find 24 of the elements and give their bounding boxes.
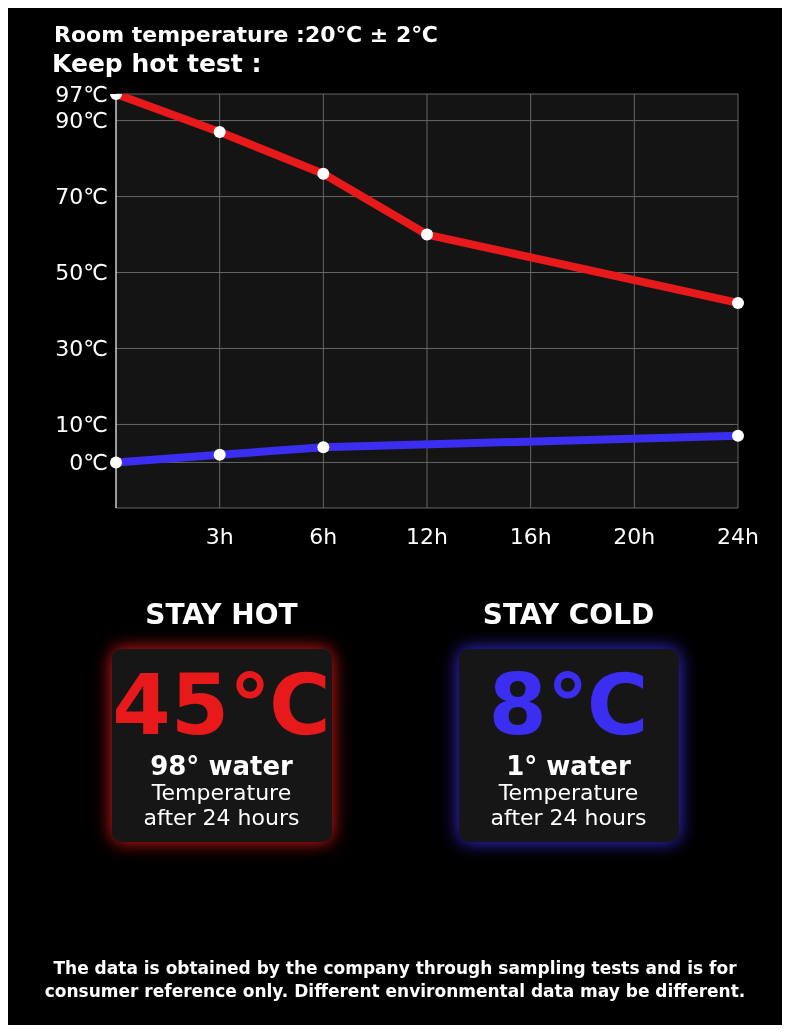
- chart-subtitle: Keep hot test :: [51, 49, 263, 78]
- x-tick-label: 3h: [205, 523, 234, 549]
- y-tick-label: 10℃: [55, 412, 108, 438]
- y-tick-label: 90℃: [55, 108, 108, 134]
- y-tick-label: 50℃: [55, 260, 108, 286]
- text: The data is obtained by the company through sampling tests and is for consumer reference only. Different environmental data may be different.: [43, 957, 747, 1003]
- text: 98° water: [149, 751, 294, 782]
- text: STAY COLD: [481, 598, 656, 631]
- text: 1° water: [505, 751, 632, 782]
- x-tick-label: 20h: [613, 523, 656, 549]
- y-tick-label: 30℃: [55, 336, 108, 362]
- text: Temperature after 24 hours: [489, 780, 648, 830]
- chart-title: Room temperature :20℃ ± 2℃: [53, 21, 439, 47]
- x-tick-label: 24h: [717, 523, 759, 549]
- text: 8℃: [487, 656, 650, 754]
- x-tick-label: 16h: [509, 523, 552, 549]
- y-tick-label: 70℃: [55, 184, 108, 210]
- text: STAY HOT: [144, 598, 299, 631]
- y-tick-label: 0℃: [69, 450, 108, 476]
- y-tick-label: 97℃: [55, 81, 108, 107]
- text: 45℃: [111, 656, 332, 754]
- x-tick-label: 6h: [309, 523, 338, 549]
- x-tick-label: 12h: [406, 523, 448, 549]
- text: Temperature after 24 hours: [142, 780, 301, 830]
